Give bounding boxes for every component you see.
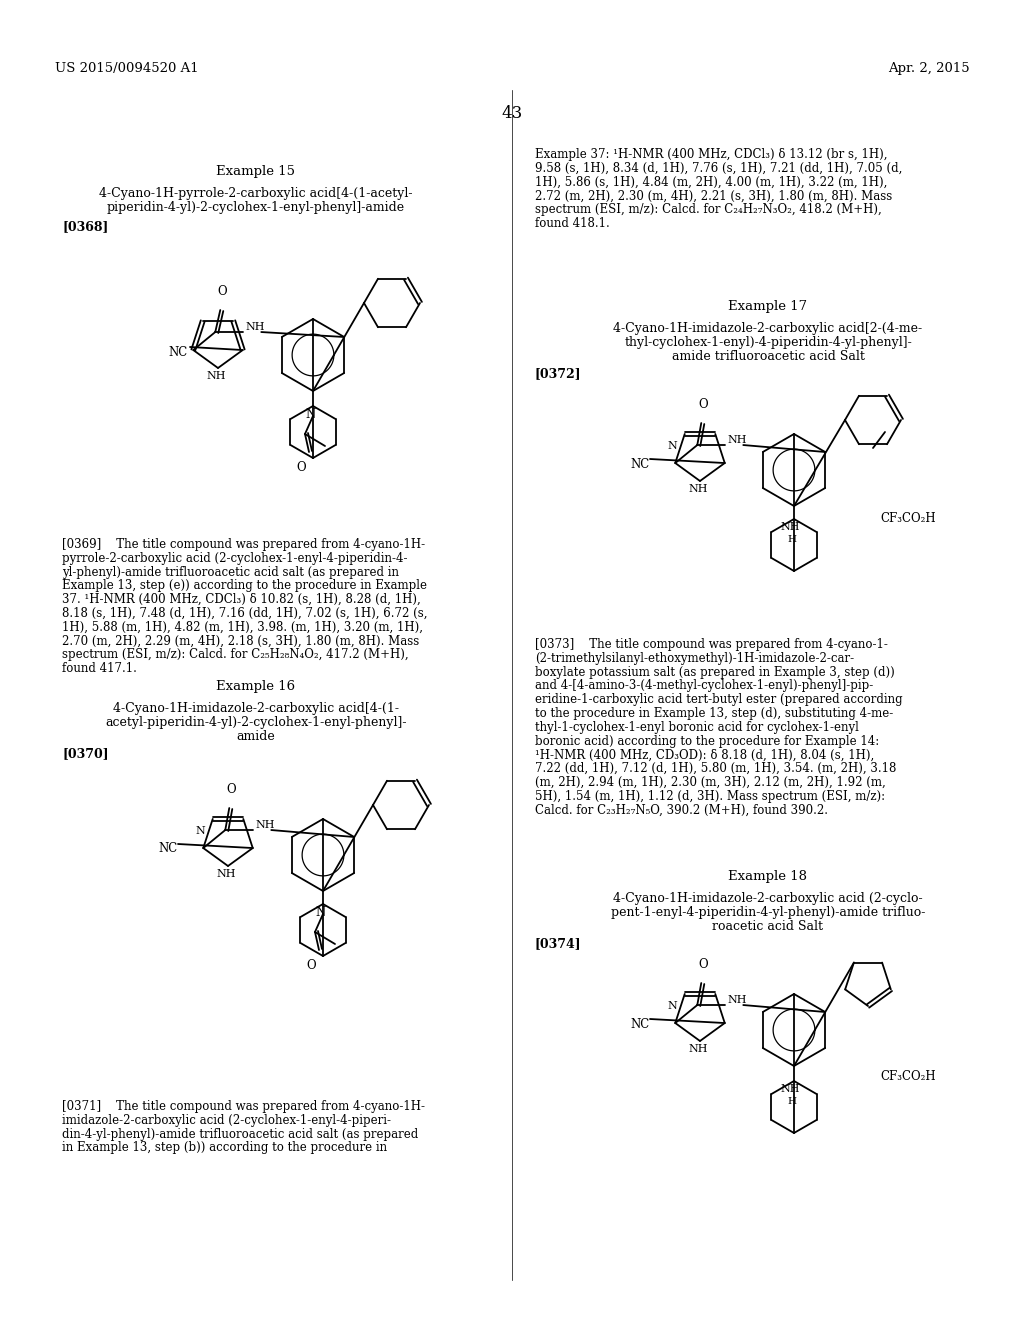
- Text: NH: NH: [780, 1084, 800, 1094]
- Text: 37. ¹H-NMR (400 MHz, CDCl₃) δ 10.82 (s, 1H), 8.28 (d, 1H),: 37. ¹H-NMR (400 MHz, CDCl₃) δ 10.82 (s, …: [62, 593, 421, 606]
- Text: 4-Cyano-1H-imidazole-2-carboxylic acid[2-(4-me-: 4-Cyano-1H-imidazole-2-carboxylic acid[2…: [613, 322, 923, 335]
- Text: spectrum (ESI, m/z): Calcd. for C₂₅H₂₈N₄O₂, 417.2 (M+H),: spectrum (ESI, m/z): Calcd. for C₂₅H₂₈N₄…: [62, 648, 409, 661]
- Text: NH: NH: [255, 820, 274, 830]
- Text: O: O: [698, 958, 708, 972]
- Text: NC: NC: [168, 346, 187, 359]
- Text: 4-Cyano-1H-pyrrole-2-carboxylic acid[4-(1-acetyl-: 4-Cyano-1H-pyrrole-2-carboxylic acid[4-(…: [99, 187, 413, 201]
- Text: 4-Cyano-1H-imidazole-2-carboxylic acid (2-cyclo-: 4-Cyano-1H-imidazole-2-carboxylic acid (…: [613, 892, 923, 906]
- Text: boronic acid) according to the procedure for Example 14:: boronic acid) according to the procedure…: [535, 735, 880, 747]
- Text: NH: NH: [688, 484, 708, 494]
- Text: 9.58 (s, 1H), 8.34 (d, 1H), 7.76 (s, 1H), 7.21 (dd, 1H), 7.05 (d,: 9.58 (s, 1H), 8.34 (d, 1H), 7.76 (s, 1H)…: [535, 162, 902, 174]
- Text: and 4-[4-amino-3-(4-methyl-cyclohex-1-enyl)-phenyl]-pip-: and 4-[4-amino-3-(4-methyl-cyclohex-1-en…: [535, 680, 873, 693]
- Text: acetyl-piperidin-4-yl)-2-cyclohex-1-enyl-phenyl]-: acetyl-piperidin-4-yl)-2-cyclohex-1-enyl…: [105, 715, 407, 729]
- Text: in Example 13, step (b)) according to the procedure in: in Example 13, step (b)) according to th…: [62, 1142, 387, 1155]
- Text: [0373]    The title compound was prepared from 4-cyano-1-: [0373] The title compound was prepared f…: [535, 638, 888, 651]
- Text: Example 16: Example 16: [216, 680, 296, 693]
- Text: NH: NH: [206, 371, 225, 381]
- Text: 7.22 (dd, 1H), 7.12 (d, 1H), 5.80 (m, 1H), 3.54. (m, 2H), 3.18: 7.22 (dd, 1H), 7.12 (d, 1H), 5.80 (m, 1H…: [535, 762, 896, 775]
- Text: 8.18 (s, 1H), 7.48 (d, 1H), 7.16 (dd, 1H), 7.02 (s, 1H), 6.72 (s,: 8.18 (s, 1H), 7.48 (d, 1H), 7.16 (dd, 1H…: [62, 607, 427, 620]
- Text: O: O: [698, 399, 708, 411]
- Text: to the procedure in Example 13, step (d), substituting 4-me-: to the procedure in Example 13, step (d)…: [535, 708, 893, 719]
- Text: (m, 2H), 2.94 (m, 1H), 2.30 (m, 3H), 2.12 (m, 2H), 1.92 (m,: (m, 2H), 2.94 (m, 1H), 2.30 (m, 3H), 2.1…: [535, 776, 886, 789]
- Text: NH: NH: [727, 995, 746, 1005]
- Text: 43: 43: [502, 106, 522, 121]
- Text: pyrrole-2-carboxylic acid (2-cyclohex-1-enyl-4-piperidin-4-: pyrrole-2-carboxylic acid (2-cyclohex-1-…: [62, 552, 408, 565]
- Text: [0371]    The title compound was prepared from 4-cyano-1H-: [0371] The title compound was prepared f…: [62, 1100, 425, 1113]
- Text: din-4-yl-phenyl)-amide trifluoroacetic acid salt (as prepared: din-4-yl-phenyl)-amide trifluoroacetic a…: [62, 1127, 418, 1140]
- Text: imidazole-2-carboxylic acid (2-cyclohex-1-enyl-4-piperi-: imidazole-2-carboxylic acid (2-cyclohex-…: [62, 1114, 391, 1127]
- Text: amide: amide: [237, 730, 275, 743]
- Text: CF₃CO₂H: CF₃CO₂H: [880, 511, 936, 524]
- Text: ¹H-NMR (400 MHz, CD₃OD): δ 8.18 (d, 1H), 8.04 (s, 1H),: ¹H-NMR (400 MHz, CD₃OD): δ 8.18 (d, 1H),…: [535, 748, 874, 762]
- Text: yl-phenyl)-amide trifluoroacetic acid salt (as prepared in: yl-phenyl)-amide trifluoroacetic acid sa…: [62, 565, 399, 578]
- Text: N: N: [668, 1001, 677, 1011]
- Text: Example 13, step (e)) according to the procedure in Example: Example 13, step (e)) according to the p…: [62, 579, 427, 593]
- Text: thyl-1-cyclohex-1-enyl boronic acid for cyclohex-1-enyl: thyl-1-cyclohex-1-enyl boronic acid for …: [535, 721, 859, 734]
- Text: Example 17: Example 17: [728, 300, 808, 313]
- Text: boxylate potassium salt (as prepared in Example 3, step (d)): boxylate potassium salt (as prepared in …: [535, 665, 895, 678]
- Text: [0369]    The title compound was prepared from 4-cyano-1H-: [0369] The title compound was prepared f…: [62, 539, 425, 550]
- Text: NH: NH: [216, 869, 236, 879]
- Text: Example 18: Example 18: [728, 870, 808, 883]
- Text: H: H: [787, 535, 797, 544]
- Text: roacetic acid Salt: roacetic acid Salt: [713, 920, 823, 933]
- Text: O: O: [226, 783, 237, 796]
- Text: NC: NC: [158, 842, 177, 855]
- Text: Calcd. for C₂₃H₂₇N₅O, 390.2 (M+H), found 390.2.: Calcd. for C₂₃H₂₇N₅O, 390.2 (M+H), found…: [535, 804, 828, 817]
- Text: O: O: [306, 960, 315, 972]
- Text: amide trifluoroacetic acid Salt: amide trifluoroacetic acid Salt: [672, 350, 864, 363]
- Text: found 418.1.: found 418.1.: [535, 216, 609, 230]
- Text: 4-Cyano-1H-imidazole-2-carboxylic acid[4-(1-: 4-Cyano-1H-imidazole-2-carboxylic acid[4…: [113, 702, 399, 715]
- Text: 2.72 (m, 2H), 2.30 (m, 4H), 2.21 (s, 3H), 1.80 (m, 8H). Mass: 2.72 (m, 2H), 2.30 (m, 4H), 2.21 (s, 3H)…: [535, 189, 892, 202]
- Text: 2.70 (m, 2H), 2.29 (m, 4H), 2.18 (s, 3H), 1.80 (m, 8H). Mass: 2.70 (m, 2H), 2.29 (m, 4H), 2.18 (s, 3H)…: [62, 635, 419, 648]
- Text: N: N: [668, 441, 677, 451]
- Text: (2-trimethylsilanyl-ethoxymethyl)-1H-imidazole-2-car-: (2-trimethylsilanyl-ethoxymethyl)-1H-imi…: [535, 652, 854, 665]
- Text: O: O: [217, 285, 227, 298]
- Text: N: N: [315, 906, 326, 919]
- Text: [0370]: [0370]: [62, 747, 109, 760]
- Text: Example 15: Example 15: [216, 165, 296, 178]
- Text: pent-1-enyl-4-piperidin-4-yl-phenyl)-amide trifluo-: pent-1-enyl-4-piperidin-4-yl-phenyl)-ami…: [610, 906, 926, 919]
- Text: piperidin-4-yl)-2-cyclohex-1-enyl-phenyl]-amide: piperidin-4-yl)-2-cyclohex-1-enyl-phenyl…: [106, 201, 406, 214]
- Text: Example 37: ¹H-NMR (400 MHz, CDCl₃) δ 13.12 (br s, 1H),: Example 37: ¹H-NMR (400 MHz, CDCl₃) δ 13…: [535, 148, 888, 161]
- Text: 1H), 5.86 (s, 1H), 4.84 (m, 2H), 4.00 (m, 1H), 3.22 (m, 1H),: 1H), 5.86 (s, 1H), 4.84 (m, 2H), 4.00 (m…: [535, 176, 888, 189]
- Text: [0372]: [0372]: [535, 367, 582, 380]
- Text: found 417.1.: found 417.1.: [62, 663, 137, 676]
- Text: N: N: [306, 408, 316, 421]
- Text: Apr. 2, 2015: Apr. 2, 2015: [889, 62, 970, 75]
- Text: 1H), 5.88 (m, 1H), 4.82 (m, 1H), 3.98. (m, 1H), 3.20 (m, 1H),: 1H), 5.88 (m, 1H), 4.82 (m, 1H), 3.98. (…: [62, 620, 423, 634]
- Text: H: H: [787, 1097, 797, 1106]
- Text: N: N: [196, 826, 205, 836]
- Text: thyl-cyclohex-1-enyl)-4-piperidin-4-yl-phenyl]-: thyl-cyclohex-1-enyl)-4-piperidin-4-yl-p…: [624, 337, 912, 348]
- Text: [0368]: [0368]: [62, 220, 109, 234]
- Text: NH: NH: [688, 1044, 708, 1053]
- Text: NH: NH: [780, 521, 800, 532]
- Text: US 2015/0094520 A1: US 2015/0094520 A1: [55, 62, 199, 75]
- Text: spectrum (ESI, m/z): Calcd. for C₂₄H₂₇N₃O₂, 418.2 (M+H),: spectrum (ESI, m/z): Calcd. for C₂₄H₂₇N₃…: [535, 203, 882, 216]
- Text: O: O: [296, 461, 306, 474]
- Text: eridine-1-carboxylic acid tert-butyl ester (prepared according: eridine-1-carboxylic acid tert-butyl est…: [535, 693, 902, 706]
- Text: NH: NH: [727, 436, 746, 445]
- Text: NH: NH: [246, 322, 265, 333]
- Text: NC: NC: [630, 1018, 649, 1031]
- Text: NC: NC: [630, 458, 649, 470]
- Text: CF₃CO₂H: CF₃CO₂H: [880, 1071, 936, 1084]
- Text: [0374]: [0374]: [535, 937, 582, 950]
- Text: 5H), 1.54 (m, 1H), 1.12 (d, 3H). Mass spectrum (ESI, m/z):: 5H), 1.54 (m, 1H), 1.12 (d, 3H). Mass sp…: [535, 789, 885, 803]
